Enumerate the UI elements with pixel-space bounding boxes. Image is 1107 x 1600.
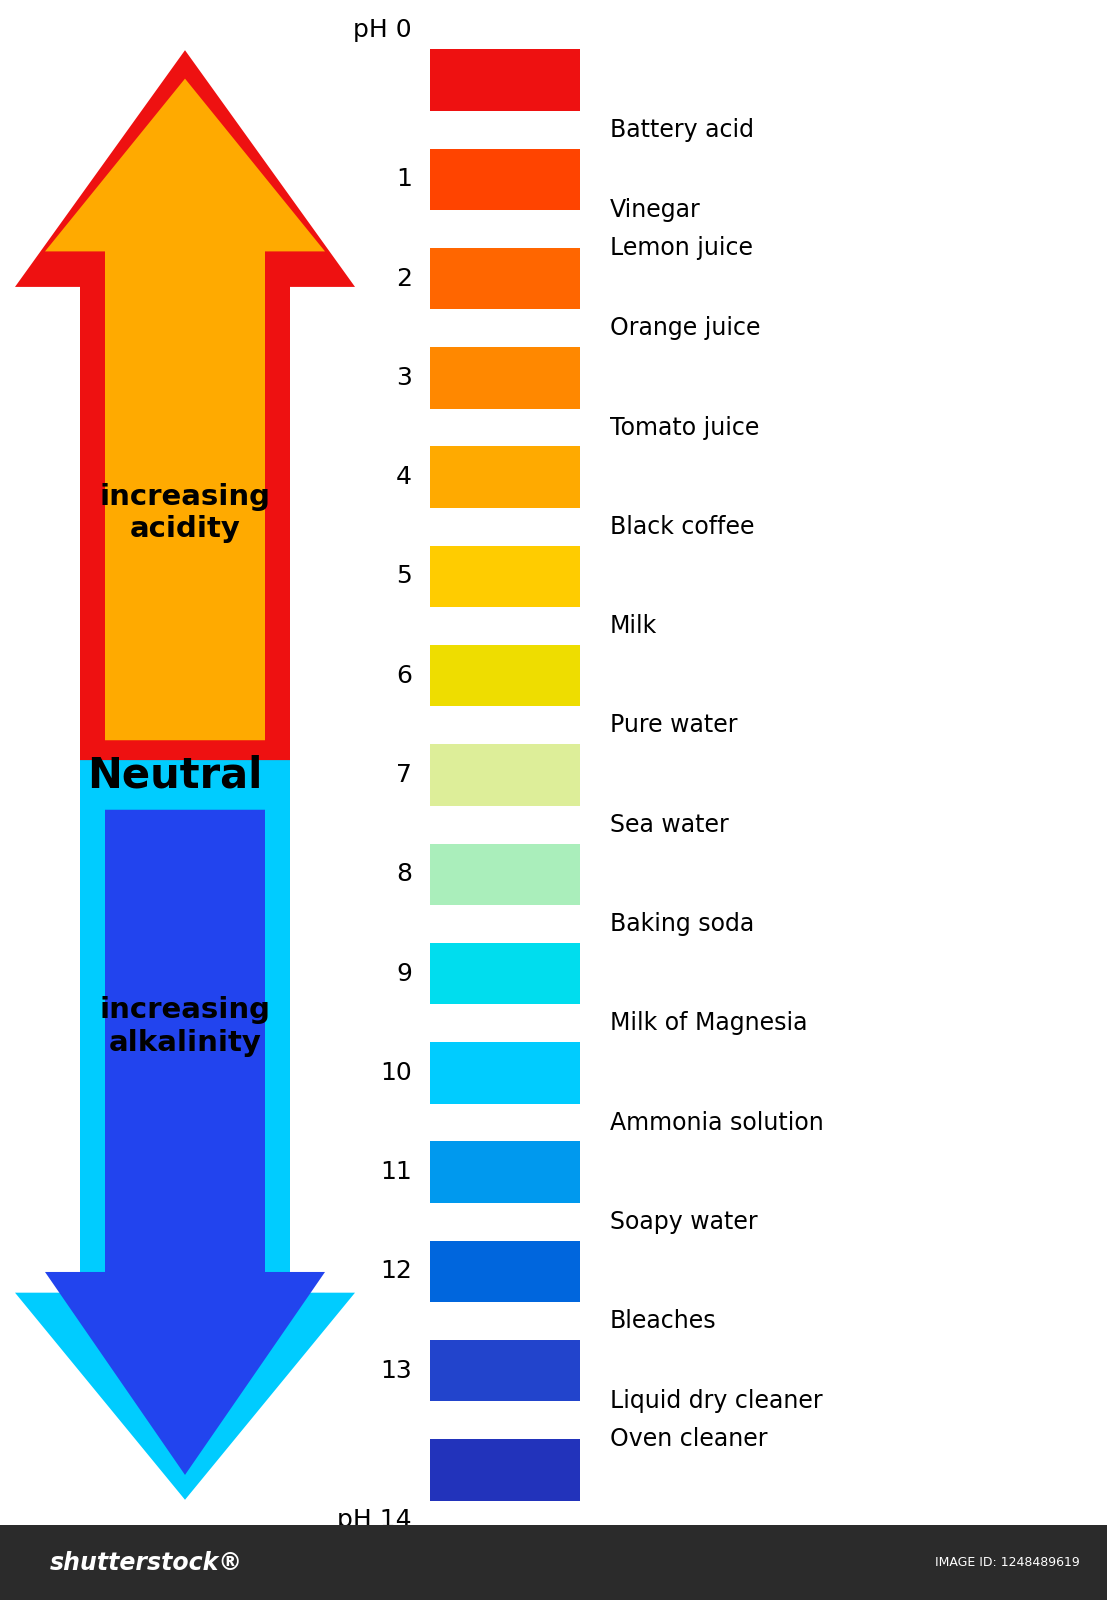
Text: Sea water: Sea water [610, 813, 728, 837]
Text: Pure water: Pure water [610, 714, 737, 738]
Text: Neutral: Neutral [87, 754, 262, 795]
Text: 4: 4 [396, 466, 412, 490]
Bar [430, 843, 580, 906]
Text: Liquid dry cleaner: Liquid dry cleaner [610, 1389, 823, 1413]
Text: 7: 7 [396, 763, 412, 787]
Polygon shape [45, 78, 325, 741]
Text: increasing
acidity: increasing acidity [100, 483, 270, 544]
Text: 8: 8 [396, 862, 412, 886]
Bar [430, 50, 580, 110]
Text: Vinegar: Vinegar [610, 198, 701, 222]
Text: 12: 12 [380, 1259, 412, 1283]
Polygon shape [15, 50, 355, 790]
Bar [430, 248, 580, 309]
Text: Black coffee: Black coffee [610, 515, 755, 539]
Text: 2: 2 [396, 267, 412, 291]
Text: shutterstock®: shutterstock® [50, 1550, 244, 1574]
Bar [430, 1141, 580, 1203]
Bar [430, 546, 580, 608]
Text: Bleaches: Bleaches [610, 1309, 716, 1333]
Bar [430, 942, 580, 1005]
Text: IMAGE ID: 1248489619: IMAGE ID: 1248489619 [935, 1555, 1080, 1570]
Text: 13: 13 [380, 1358, 412, 1382]
Text: 1: 1 [396, 168, 412, 192]
Text: 9: 9 [396, 962, 412, 986]
Bar [430, 1339, 580, 1402]
Text: Soapy water: Soapy water [610, 1210, 757, 1234]
Bar [430, 744, 580, 806]
Text: Milk: Milk [610, 614, 658, 638]
Text: 3: 3 [396, 366, 412, 390]
Text: Lemon juice: Lemon juice [610, 235, 753, 259]
Bar [430, 1240, 580, 1302]
Bar [430, 1440, 580, 1501]
Bar [430, 347, 580, 408]
Text: 6: 6 [396, 664, 412, 688]
Polygon shape [45, 810, 325, 1475]
Bar [430, 446, 580, 507]
Polygon shape [15, 760, 355, 1499]
Text: Oven cleaner: Oven cleaner [610, 1427, 767, 1451]
Text: Ammonia solution: Ammonia solution [610, 1110, 824, 1134]
Bar [430, 645, 580, 707]
Text: Tomato juice: Tomato juice [610, 416, 759, 440]
Text: Milk of Magnesia: Milk of Magnesia [610, 1011, 807, 1035]
Bar [0, 1525, 1107, 1600]
Text: pH 14: pH 14 [338, 1507, 412, 1531]
Text: pH 0: pH 0 [353, 18, 412, 42]
Text: increasing
alkalinity: increasing alkalinity [100, 997, 270, 1056]
Bar [430, 1042, 580, 1104]
Text: 11: 11 [380, 1160, 412, 1184]
Text: Baking soda: Baking soda [610, 912, 754, 936]
Text: Orange juice: Orange juice [610, 317, 761, 341]
Text: 5: 5 [396, 565, 412, 589]
Text: 10: 10 [380, 1061, 412, 1085]
Bar [430, 149, 580, 210]
Text: Battery acid: Battery acid [610, 118, 754, 142]
